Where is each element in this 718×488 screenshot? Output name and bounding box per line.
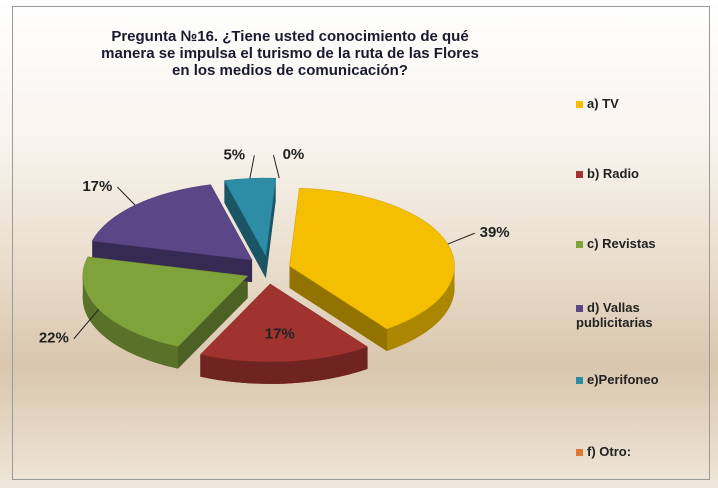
legend-swatch [576,305,583,313]
slice-side [386,266,455,352]
legend-item: c) Revistas [576,236,708,251]
legend-label: a) TV [587,96,619,111]
legend-label: d) Vallas publicitarias [576,300,653,330]
legend-swatch [576,171,583,179]
slice [91,184,253,261]
slice-side [82,275,178,369]
legend-label: c) Revistas [587,236,656,251]
legend-item: a) TV [576,96,708,111]
legend-swatch [576,241,583,249]
leader-line [73,309,100,340]
data-label: 17% [265,325,295,342]
leader-line [447,232,475,245]
legend-item: f) Otro: [576,444,708,459]
legend-item: e)Perifoneo [576,372,708,387]
slice [199,283,369,363]
legend-swatch [576,377,583,385]
frame [12,6,710,480]
leader-line [272,154,280,179]
legend-item: d) Vallas publicitarias [576,300,708,330]
data-label: 22% [39,330,69,347]
slice-side [200,346,368,384]
leader-line [249,155,255,179]
legend-item: b) Radio [576,166,708,181]
chart-title: Pregunta №16. ¿Tiene usted conocimiento … [101,28,479,79]
legend-swatch [576,449,583,457]
data-label: 39% [480,224,510,241]
leader-line [117,186,136,206]
data-label: 5% [223,146,245,163]
data-label: 17% [82,178,112,195]
legend-label: b) Radio [587,166,639,181]
legend-label: f) Otro: [587,444,632,459]
data-label: 0% [283,146,305,163]
legend-swatch [576,101,583,109]
slice [223,177,277,257]
legend-label: e)Perifoneo [587,372,659,387]
slice-inner [224,178,276,279]
